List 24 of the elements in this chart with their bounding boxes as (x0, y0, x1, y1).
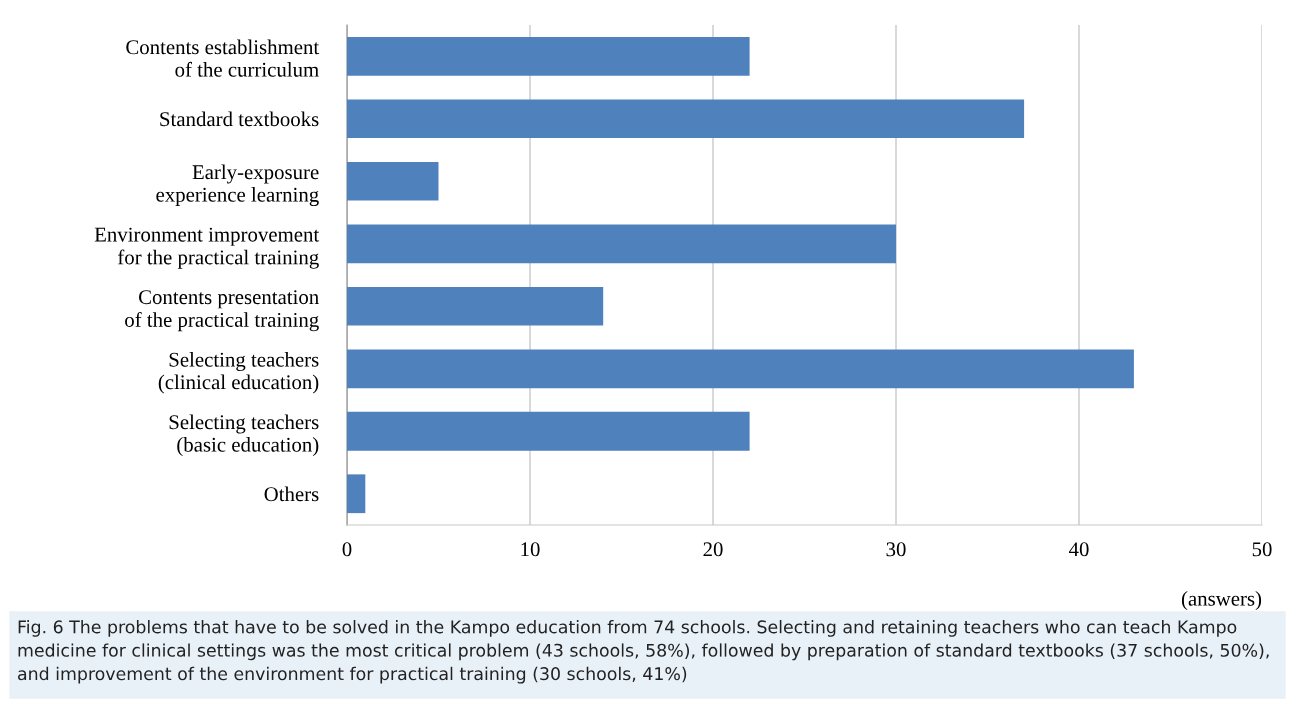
x-tick-label: 50 (1252, 542, 1272, 557)
bar (347, 286, 604, 326)
x-tick-label: 0 (342, 542, 352, 557)
x-tick-label: 10 (521, 542, 540, 557)
y-tick-label: Contents establishment of the curriculum (126, 39, 320, 77)
x-axis-title: (answers) (1181, 591, 1262, 611)
bar (347, 411, 750, 451)
y-tick-label: Contents presentation of the practical training (125, 290, 319, 332)
bar (347, 99, 1025, 139)
bar (347, 36, 750, 76)
caption: Fig. 6 The problems that have to be solved in the Kampo education from 74 schools. Selecting and retaining teachers who can teach Kampo medicine for clinical settings was the most critical problem (43 schools, 58%), followed by preparation of standard textbooks (37 schools, 50%), and improvement of the environment for practical training (30 schools, 41%) (18, 620, 1269, 684)
y-tick-label: Selecting teachers (clinical education) (158, 352, 319, 394)
y-tick-label: Environment improvement for the practical training (94, 227, 320, 269)
x-tick-label: 30 (886, 542, 906, 557)
y-tick-label: Selecting teachers (basic education) (169, 414, 319, 457)
bar (347, 224, 896, 264)
bar (347, 474, 366, 514)
y-tick-label: Others (264, 486, 319, 502)
bar (347, 161, 439, 201)
x-tick-label: 40 (1068, 542, 1089, 557)
bar (347, 349, 1134, 389)
y-tick-label: Standard textbooks (160, 111, 319, 127)
y-tick-label: Early-exposure experience learning (156, 164, 319, 207)
x-tick-label: 20 (703, 542, 723, 557)
